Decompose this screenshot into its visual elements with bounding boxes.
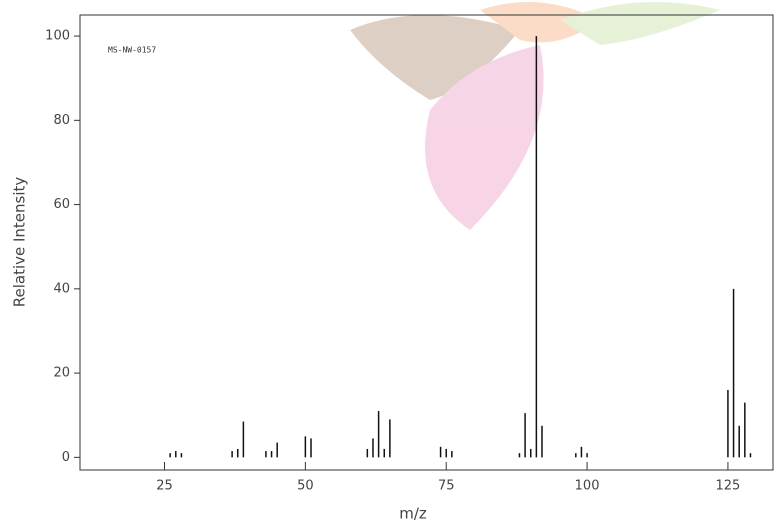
- y-tick-label: 60: [53, 197, 70, 212]
- y-tick-label: 80: [53, 113, 70, 128]
- x-axis-label: m/z: [399, 505, 427, 523]
- y-tick-label: 40: [53, 281, 70, 296]
- plot-frame: [79, 14, 774, 471]
- annotation: MS-NW-0157: [108, 46, 156, 55]
- x-tick-label: 125: [716, 479, 741, 494]
- watermark: [350, 2, 720, 230]
- y-tick-label: 100: [45, 29, 70, 44]
- x-tick-label: 25: [156, 479, 173, 494]
- y-tick-label: 0: [62, 450, 70, 465]
- x-tick-label: 100: [575, 479, 600, 494]
- y-tick-label: 20: [53, 366, 70, 381]
- y-axis-label: Relative Intensity: [11, 177, 29, 308]
- x-tick-label: 75: [438, 479, 455, 494]
- x-tick-label: 50: [297, 479, 314, 494]
